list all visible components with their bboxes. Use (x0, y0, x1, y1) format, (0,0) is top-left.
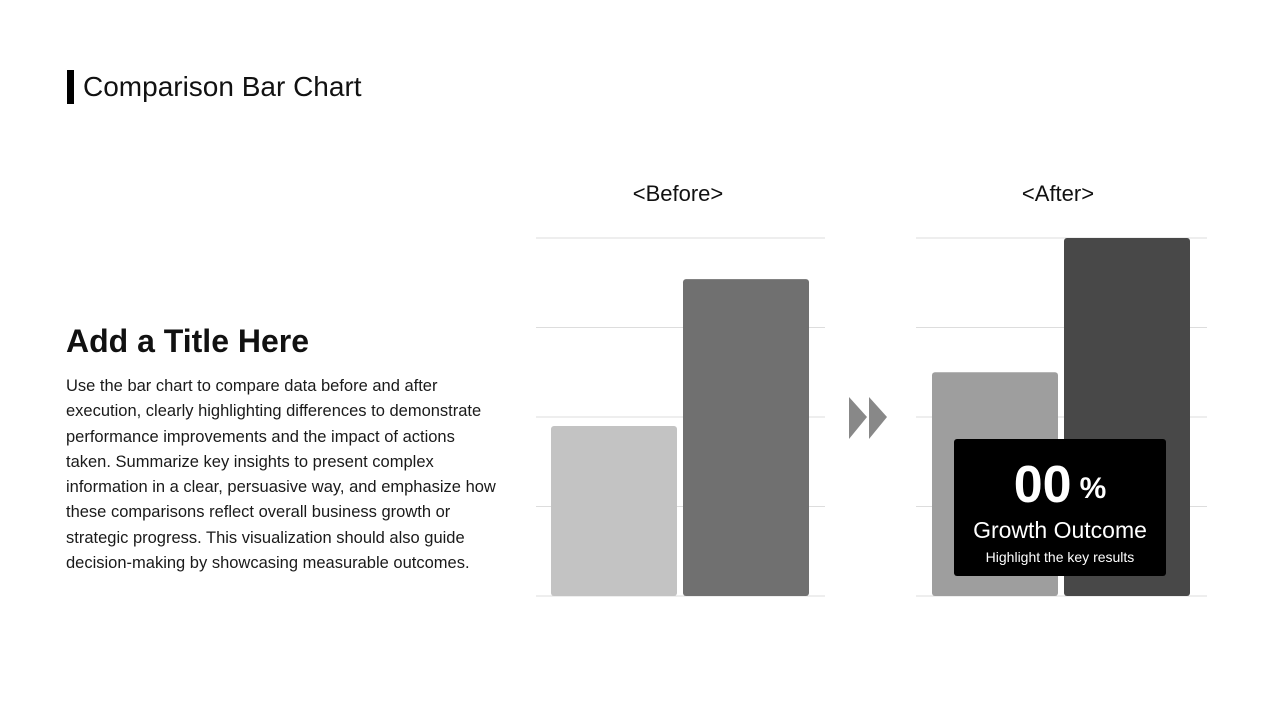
callout-value: 00 (1013, 456, 1072, 514)
callout-sublabel: Highlight the key results (985, 549, 1135, 565)
callout-label: Growth Outcome (973, 517, 1147, 543)
double-chevron-right-icon (849, 397, 887, 439)
chevron-right-icon (849, 397, 867, 439)
text-block: Add a Title Here Use the bar chart to co… (66, 322, 496, 576)
page-header: Comparison Bar Chart (67, 70, 362, 104)
header-accent-bar (67, 70, 74, 104)
chevron-right-icon (869, 397, 887, 439)
content-body: Use the bar chart to compare data before… (66, 377, 496, 573)
before-panel-title: <Before> (633, 181, 724, 206)
before-chart-panel: <Before> (536, 181, 825, 597)
before-bar-2 (683, 279, 809, 596)
before-bar-1 (551, 425, 677, 596)
content-title: Add a Title Here (66, 323, 310, 359)
growth-callout: 00 % Growth Outcome Highlight the key re… (954, 439, 1166, 576)
after-panel-title: <After> (1022, 181, 1094, 206)
callout-value-row: 00 % (954, 453, 1166, 513)
page-title: Comparison Bar Chart (83, 71, 362, 102)
before-bars (551, 279, 809, 596)
callout-unit: % (1079, 472, 1107, 505)
